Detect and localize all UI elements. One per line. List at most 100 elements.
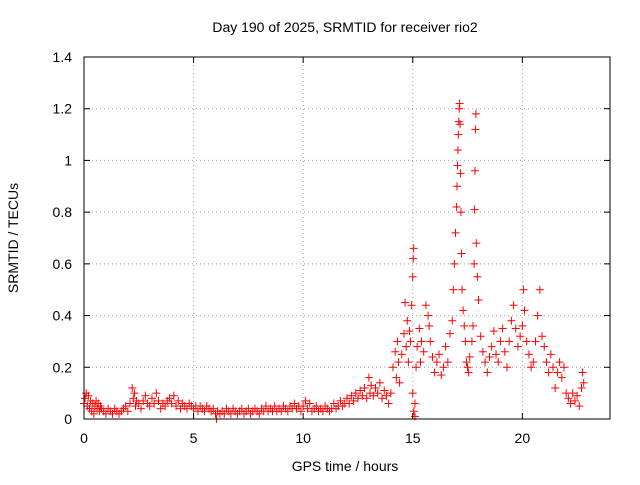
data-point (470, 259, 479, 268)
x-tick-label: 20 (515, 430, 531, 446)
data-point (531, 337, 540, 346)
data-point (443, 358, 452, 367)
data-point (471, 109, 480, 118)
data-point (395, 378, 404, 387)
data-point (476, 332, 485, 341)
data-point (360, 383, 369, 392)
data-point (522, 337, 531, 346)
data-point (89, 409, 98, 418)
data-point (362, 394, 371, 403)
data-point (401, 298, 410, 307)
data-point (416, 358, 425, 367)
data-point (570, 396, 579, 405)
data-point (464, 368, 473, 377)
data-point (555, 358, 564, 367)
data-point (492, 350, 501, 359)
data-point (296, 407, 305, 416)
data-point (487, 342, 496, 351)
data-point (412, 363, 421, 372)
data-point (421, 301, 430, 310)
y-tick-label: 0 (64, 411, 72, 427)
data-point (375, 378, 384, 387)
data-point (141, 391, 150, 400)
data-point (255, 409, 264, 418)
data-point (437, 371, 446, 380)
data-point (270, 402, 279, 411)
data-point (546, 350, 555, 359)
data-point (449, 285, 458, 294)
tick-labels: 0 5 10 15 20 0 0.2 0.4 0.6 0.8 1 1.2 1.4 (53, 49, 531, 446)
y-tick-label: 1.4 (53, 49, 73, 65)
y-tick-label: 0.8 (53, 204, 73, 220)
data-point (393, 337, 402, 346)
data-point (165, 394, 174, 403)
data-point (453, 161, 462, 170)
x-tick-label: 0 (80, 430, 88, 446)
data-point (467, 337, 476, 346)
data-point (134, 399, 143, 408)
data-point (425, 321, 434, 330)
data-point (364, 373, 373, 382)
data-point (538, 332, 547, 341)
data-point (136, 404, 145, 413)
data-point (516, 332, 525, 341)
data-point (345, 399, 354, 408)
data-point (407, 301, 416, 310)
data-point (329, 399, 338, 408)
data-point (564, 394, 573, 403)
data-point (474, 296, 483, 305)
data-point (123, 407, 132, 416)
data-point (568, 389, 577, 398)
data-point (456, 120, 465, 129)
data-point (470, 205, 479, 214)
data-point (453, 146, 462, 155)
data-point (473, 272, 482, 281)
data-point (542, 358, 551, 367)
data-point (384, 399, 393, 408)
y-tick-label: 1 (64, 152, 72, 168)
data-point (577, 383, 586, 392)
data-point (343, 394, 351, 403)
data-point (496, 337, 505, 346)
data-point (455, 99, 464, 108)
data-point (507, 316, 516, 325)
data-point (441, 342, 450, 351)
data-point (509, 301, 518, 310)
data-point (451, 228, 460, 237)
data-point (336, 396, 345, 405)
data-point (399, 329, 408, 338)
x-tick-label: 15 (405, 430, 421, 446)
data-point (494, 358, 503, 367)
data-point (84, 391, 93, 400)
data-point (167, 399, 176, 408)
data-point (540, 342, 549, 351)
data-point (358, 391, 367, 400)
data-point (154, 396, 163, 405)
data-point (498, 324, 507, 333)
plot-frame (83, 56, 611, 420)
data-point (432, 358, 441, 367)
data-point (386, 389, 395, 398)
data-point (465, 352, 474, 361)
data-point (579, 378, 588, 387)
data-point (409, 244, 418, 253)
data-point (147, 394, 156, 403)
data-point (426, 337, 435, 346)
data-point (397, 350, 406, 359)
data-point (404, 358, 413, 367)
data-point (371, 383, 380, 392)
data-point (161, 402, 170, 411)
data-point (301, 396, 310, 405)
data-point (578, 368, 587, 377)
y-axis-label: SRMTID / TECUs (5, 183, 21, 293)
data-point (463, 363, 472, 372)
data-point (551, 383, 560, 392)
data-point (408, 272, 417, 281)
data-point (172, 402, 181, 411)
data-point (405, 327, 414, 336)
data-point (356, 386, 365, 395)
data-point (312, 402, 321, 411)
data-point (511, 324, 520, 333)
